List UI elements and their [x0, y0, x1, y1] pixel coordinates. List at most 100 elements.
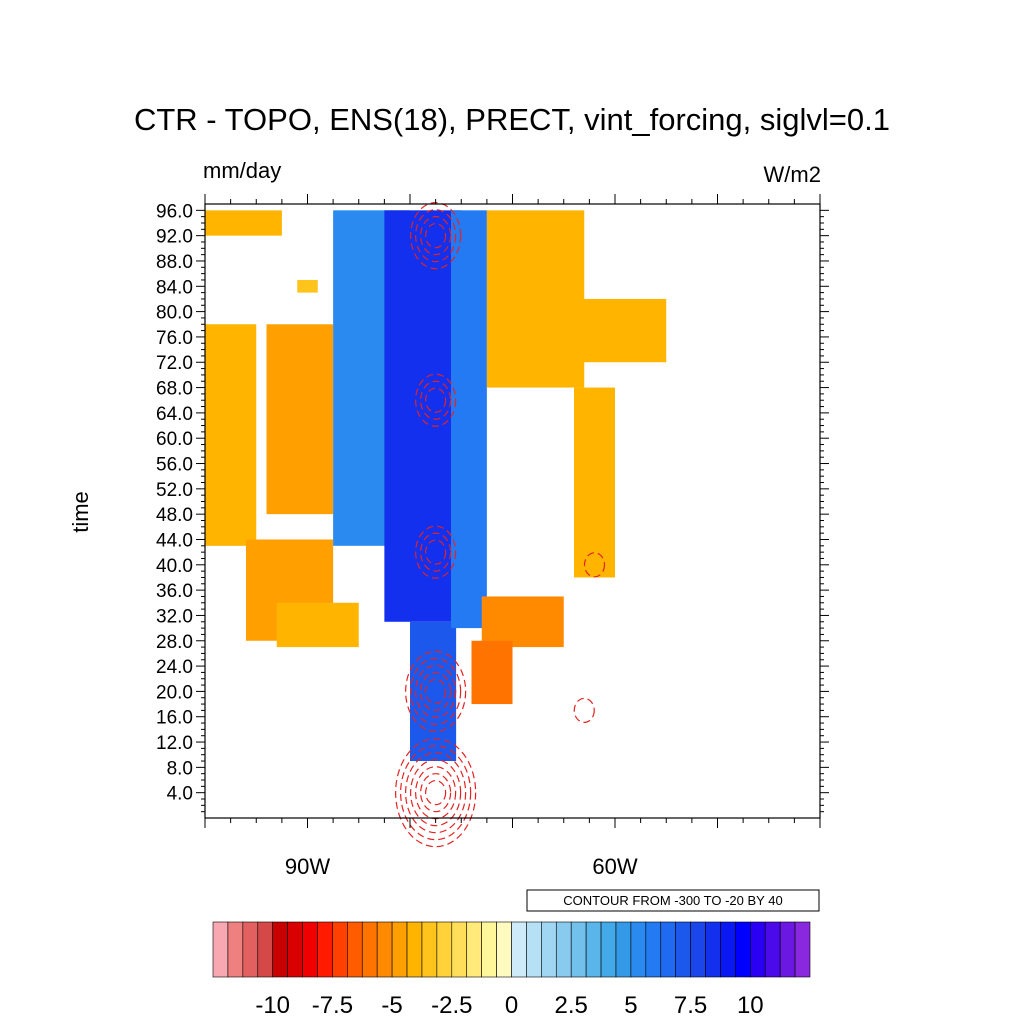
precip-region-11	[574, 298, 667, 363]
y-tick-label: 8.0	[167, 758, 193, 779]
precip-region-0	[205, 210, 282, 236]
x-tick-labels: 90W 60W	[285, 854, 638, 879]
colorbar-swatch	[287, 921, 303, 978]
forcing-contour-3-4	[405, 650, 467, 733]
colorbar-swatch	[481, 921, 497, 978]
colorbar-swatch	[302, 921, 318, 978]
forcing-contour-0-2	[415, 209, 457, 263]
y-tick-label: 36.0	[156, 581, 193, 602]
forcing-contour-5-0	[583, 552, 606, 578]
colorbar-swatch	[451, 921, 468, 978]
colorbar-tick-labels: -10 -7.5 -5 -2.5 0 2.5 5 7.5 10	[255, 992, 763, 1019]
forcing-contour-4-5	[400, 745, 472, 841]
plot-area: 4.0 8.0 12.0 16.0 20.0 24.0 28.0 32.0 36.0 40.0 44…	[156, 194, 829, 879]
colorbar-tick-label: -5	[381, 992, 402, 1019]
colorbar-swatch	[541, 921, 557, 978]
colorbar-tick-label: 2.5	[555, 992, 588, 1019]
colorbar-swatch	[585, 921, 602, 978]
colorbar-swatch	[630, 921, 647, 978]
y-tick-label: 28.0	[156, 632, 193, 653]
colorbar-swatch	[272, 921, 288, 978]
colorbar-swatch	[361, 921, 378, 978]
colorbar-swatch	[690, 921, 706, 978]
forcing-contour-4-6	[395, 738, 477, 848]
colorbar-swatch	[570, 921, 587, 978]
forcing-contour-4-2	[415, 766, 457, 820]
colorbar-swatch	[660, 921, 676, 978]
y-tick-label: 44.0	[156, 530, 193, 551]
y-tick-label: 92.0	[156, 227, 193, 248]
y-tick-label: 52.0	[156, 480, 193, 501]
chart-title: CTR - TOPO, ENS(18), PRECT, vint_forcing…	[134, 102, 890, 137]
precip-region-10	[486, 210, 585, 388]
y-tick-label: 56.0	[156, 455, 193, 476]
forcing-contour-2-1	[420, 532, 452, 572]
y-tick-label: 60.0	[156, 429, 193, 450]
axis-ticks	[196, 194, 829, 828]
colorbar-swatch	[436, 921, 453, 978]
precip-region-5	[297, 279, 318, 293]
colorbar-swatch	[555, 921, 572, 978]
colorbar-tick-label: -7.5	[312, 992, 353, 1019]
forcing-contour-1-1	[420, 380, 452, 420]
left-unit-label: mm/day	[203, 158, 281, 183]
colorbar-swatch	[317, 921, 333, 978]
y-tick-label: 24.0	[156, 657, 193, 678]
colorbar-swatch	[376, 921, 393, 978]
y-tick-label: 88.0	[156, 252, 193, 273]
forcing-contour-4-1	[420, 773, 452, 813]
y-tick-label: 72.0	[156, 353, 193, 374]
y-axis-label: time	[68, 491, 93, 533]
precip-region-1	[266, 324, 334, 515]
colorbar-tick-label: 7.5	[674, 992, 707, 1019]
y-tick-label: 64.0	[156, 404, 193, 425]
precip-shading	[205, 210, 667, 762]
forcing-contour-3-2	[415, 664, 457, 719]
y-tick-label: 68.0	[156, 379, 193, 400]
x-tick-label: 60W	[592, 854, 637, 879]
colorbar-swatch	[511, 921, 527, 978]
colorbar-swatch	[257, 921, 273, 978]
precip-region-8	[410, 621, 457, 762]
y-tick-labels: 4.0 8.0 12.0 16.0 20.0 24.0 28.0 32.0 36.0 40.0 44…	[156, 201, 193, 804]
colorbar-swatch	[600, 921, 617, 978]
colorbar-swatch	[391, 921, 408, 978]
forcing-contour-1-0	[425, 387, 447, 413]
forcing-contour-0-0	[425, 223, 447, 249]
precip-region-4	[276, 602, 359, 648]
colorbar-swatch	[749, 921, 766, 978]
y-tick-label: 84.0	[156, 277, 193, 298]
colorbar-swatch	[526, 921, 542, 978]
forcing-contour-1-2	[415, 373, 457, 427]
colorbar-swatch	[406, 921, 423, 978]
precip-region-14	[471, 640, 513, 705]
colorbar	[212, 921, 811, 978]
y-tick-label: 48.0	[156, 505, 193, 526]
precip-region-7	[384, 210, 462, 622]
y-tick-label: 76.0	[156, 328, 193, 349]
y-tick-label: 20.0	[156, 682, 193, 703]
y-tick-label: 80.0	[156, 303, 193, 324]
y-tick-label: 96.0	[156, 201, 193, 222]
contour-info-text: CONTOUR FROM -300 TO -20 BY 40	[563, 893, 782, 908]
forcing-contour-3-1	[420, 671, 452, 712]
forcing-contour-0-1	[420, 216, 452, 256]
colorbar-swatch	[764, 921, 781, 978]
forcing-contour-2-0	[425, 539, 447, 565]
colorbar-swatch	[466, 921, 482, 978]
colorbar-swatch	[705, 921, 721, 978]
right-unit-label: W/m2	[764, 162, 821, 187]
colorbar-swatch	[212, 921, 229, 978]
contour-info-box: CONTOUR FROM -300 TO -20 BY 40	[526, 889, 820, 912]
forcing-contour-3-3	[410, 657, 462, 726]
precip-region-12	[574, 387, 615, 578]
colorbar-swatch	[347, 921, 363, 978]
colorbar-swatch	[720, 921, 736, 978]
y-tick-label: 4.0	[167, 784, 193, 805]
forcing-contour-4-3	[410, 759, 462, 827]
y-tick-label: 12.0	[156, 733, 193, 754]
colorbar-tick-label: 10	[737, 992, 764, 1019]
y-tick-label: 16.0	[156, 708, 193, 729]
colorbar-tick-label: -10	[255, 992, 290, 1019]
